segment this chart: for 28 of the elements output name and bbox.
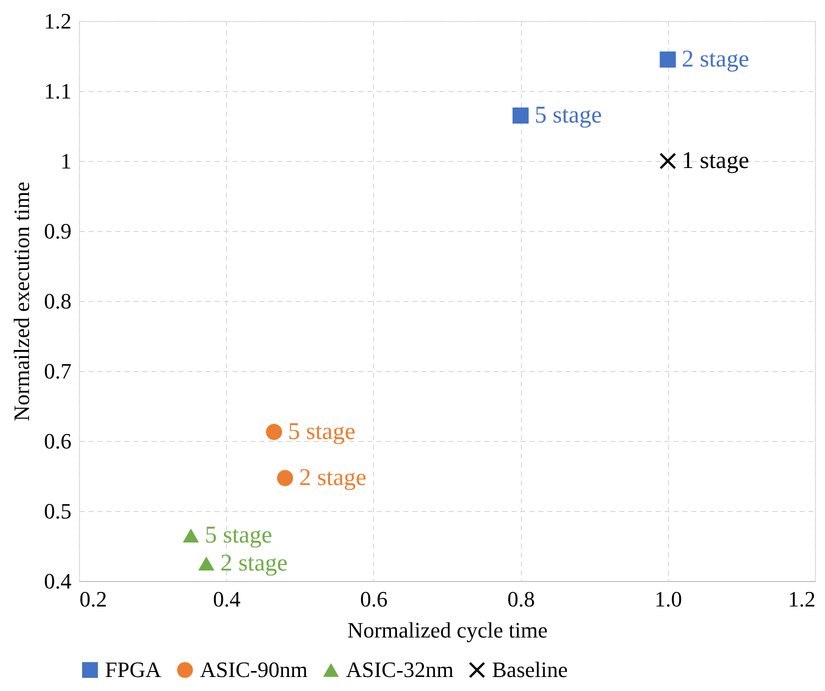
legend-label: FPGA — [105, 657, 162, 682]
y-axis-title: Normailzed execution time — [9, 182, 34, 422]
annotation: 1 stage — [682, 148, 750, 174]
y-tick-label: 1.1 — [44, 78, 72, 104]
annotation: 2 stage — [682, 46, 750, 72]
legend-label: ASIC-32nm — [346, 657, 454, 682]
y-tick-label: 0.5 — [44, 498, 72, 524]
x-tick-label: 0.8 — [507, 586, 535, 612]
y-tick-label: 1.2 — [44, 8, 72, 34]
annotation: 2 stage — [299, 465, 366, 492]
y-tick-label: 0.8 — [44, 288, 72, 314]
annotation: 5 stage — [534, 102, 602, 128]
y-tick-label: 1 — [60, 148, 72, 174]
legend-label: Baseline — [492, 657, 568, 682]
y-tick-label: 0.7 — [44, 358, 72, 384]
annotation: 2 stage — [220, 550, 288, 576]
y-tick-label: 0.6 — [44, 428, 72, 454]
x-tick-label: 1.0 — [654, 586, 682, 612]
x-tick-label: 0.6 — [360, 586, 388, 612]
annotation: 5 stage — [204, 522, 272, 548]
x-tick-label: 0.4 — [212, 586, 240, 612]
x-tick-label: 0.2 — [80, 586, 107, 612]
annotation: 5 stage — [288, 418, 356, 445]
x-tick-label: 1.2 — [788, 586, 816, 612]
y-tick-label: 0.9 — [44, 218, 72, 244]
x-axis-title: Normalized cycle time — [347, 618, 548, 642]
y-tick-label: 0.4 — [44, 568, 72, 594]
legend-label: ASIC-90nm — [200, 657, 308, 682]
